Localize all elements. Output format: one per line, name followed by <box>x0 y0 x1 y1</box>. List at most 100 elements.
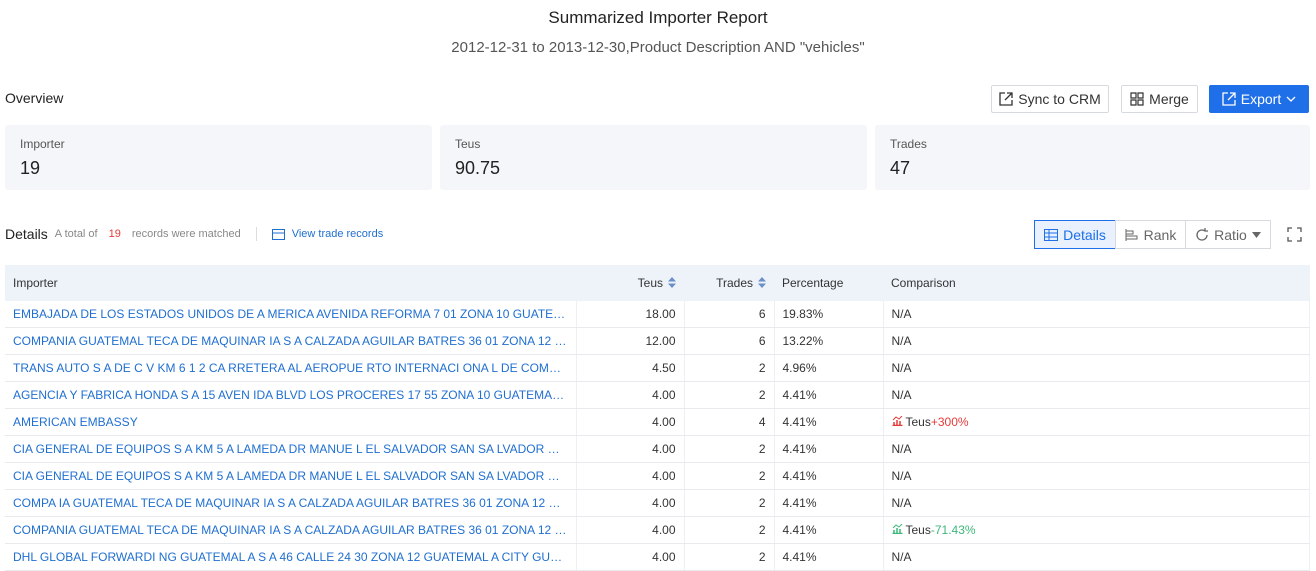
table-row: COMPANIA GUATEMAL TECA DE MAQUINAR IA S … <box>5 516 1310 544</box>
comparison: Teus+300% <box>883 408 1310 436</box>
teus-value: 4.00 <box>576 543 685 571</box>
comparison: N/A <box>883 489 1310 517</box>
trades-value: 2 <box>684 435 775 463</box>
column-header: Comparison <box>883 265 1310 301</box>
comparison-metric: Teus <box>905 415 931 429</box>
table-icon <box>1044 228 1059 241</box>
importer-name[interactable]: TRANS AUTO S A DE C V KM 6 1 2 CA RRETER… <box>5 354 577 382</box>
column-header: Trades <box>684 265 774 301</box>
sync-icon <box>999 92 1013 106</box>
comparison: N/A <box>883 435 1310 463</box>
teus-value: 12.00 <box>576 327 685 355</box>
stat-card: Importer 19 <box>5 125 432 190</box>
teus-value: 4.50 <box>576 354 685 382</box>
importer-table: Importer Teus Trades Percentage Comparison E… <box>5 265 1310 571</box>
table-row: DHL GLOBAL FORWARDI NG GUATEMAL A S A 46… <box>5 543 1310 571</box>
teus-value: 4.00 <box>576 435 685 463</box>
total-prefix: A total of <box>54 228 98 240</box>
importer-name[interactable]: DHL GLOBAL FORWARDI NG GUATEMAL A S A 46… <box>5 543 577 571</box>
column-label: Trades <box>716 276 753 290</box>
ratio-view-button[interactable]: Ratio <box>1185 220 1271 249</box>
report-subtitle: 2012-12-31 to 2013-12-30,Product Descrip… <box>451 39 865 56</box>
details-bar: Details A total of 19 records were match… <box>5 226 383 242</box>
table-row: AMERICAN EMBASSY 4.00 4 4.41% Teus+300% <box>5 408 1310 436</box>
percentage-value: 4.41% <box>774 462 884 490</box>
importer-name[interactable]: CIA GENERAL DE EQUIPOS S A KM 5 A LAMEDA… <box>5 462 577 490</box>
trades-value: 2 <box>684 354 775 382</box>
percentage-value: 4.41% <box>774 381 884 409</box>
comparison: N/A <box>883 327 1310 355</box>
comparison: N/A <box>883 301 1310 328</box>
column-header: Teus <box>576 265 684 301</box>
comparison: N/A <box>883 543 1310 571</box>
trades-value: 6 <box>684 301 775 328</box>
trades-value: 2 <box>684 489 775 517</box>
trades-value: 2 <box>684 462 775 490</box>
merge-icon <box>1130 92 1144 106</box>
sync-button[interactable]: Sync to CRM <box>991 85 1109 113</box>
importer-name[interactable]: COMPANIA GUATEMAL TECA DE MAQUINAR IA S … <box>5 327 577 355</box>
divider <box>255 227 257 241</box>
percentage-value: 19.83% <box>774 301 884 328</box>
caret <box>1251 231 1261 238</box>
importer-name[interactable]: COMPANIA GUATEMAL TECA DE MAQUINAR IA S … <box>5 516 577 544</box>
merge-label: Merge <box>1149 91 1189 107</box>
export-label: Export <box>1240 91 1282 107</box>
details-label: Details <box>5 226 48 242</box>
fullscreen-icon[interactable] <box>1287 227 1302 242</box>
rank-view-button[interactable]: Rank <box>1115 220 1186 249</box>
trend-icon <box>892 523 902 535</box>
percentage-value: 13.22% <box>774 327 884 355</box>
comparison: N/A <box>883 381 1310 409</box>
sort-icon[interactable] <box>668 277 676 288</box>
stat-card: Trades 47 <box>875 125 1310 190</box>
view-label: Details <box>1063 226 1106 243</box>
report-title: Summarized Importer Report <box>548 8 768 27</box>
teus-value: 4.00 <box>576 462 685 490</box>
export-button[interactable]: Export <box>1209 85 1309 113</box>
comparison-change: +300% <box>930 415 969 429</box>
export-icon <box>1222 92 1236 106</box>
importer-name[interactable]: AMERICAN EMBASSY <box>5 408 577 436</box>
table-row: TRANS AUTO S A DE C V KM 6 1 2 CA RRETER… <box>5 354 1310 382</box>
comparison-metric: Teus <box>905 523 931 537</box>
teus-value: 4.00 <box>576 408 685 436</box>
table-row: COMPANIA GUATEMAL TECA DE MAQUINAR IA S … <box>5 327 1310 355</box>
percentage-value: 4.41% <box>774 435 884 463</box>
comparison-change: -71.43% <box>930 523 976 537</box>
teus-value: 4.00 <box>576 489 685 517</box>
stat-value: 19 <box>20 158 41 178</box>
merge-button[interactable]: Merge <box>1121 85 1198 113</box>
trades-value: 2 <box>684 381 775 409</box>
trend-icon <box>892 415 902 427</box>
teus-value: 4.00 <box>576 516 685 544</box>
stat-value: 47 <box>890 158 911 178</box>
stat-card: Teus 90.75 <box>440 125 867 190</box>
table-body: EMBAJADA DE LOS ESTADOS UNIDOS DE A MERI… <box>5 301 1310 571</box>
column-header: Percentage <box>774 265 883 301</box>
table-row: CIA GENERAL DE EQUIPOS S A KM 5 A LAMEDA… <box>5 435 1310 463</box>
importer-name[interactable]: CIA GENERAL DE EQUIPOS S A KM 5 A LAMEDA… <box>5 435 577 463</box>
stat-label: Teus <box>455 137 481 151</box>
importer-name[interactable]: AGENCIA Y FABRICA HONDA S A 15 AVEN IDA … <box>5 381 577 409</box>
percentage-value: 4.41% <box>774 543 884 571</box>
total-count: 19 <box>108 228 121 240</box>
stat-value: 90.75 <box>455 158 501 178</box>
trades-value: 4 <box>684 408 775 436</box>
percentage-value: 4.96% <box>774 354 884 382</box>
header-row: Importer Teus Trades Percentage Comparison <box>5 265 1310 301</box>
teus-value: 18.00 <box>576 301 685 328</box>
percentage-value: 4.41% <box>774 489 884 517</box>
table-row: CIA GENERAL DE EQUIPOS S A KM 5 A LAMEDA… <box>5 462 1310 490</box>
view-label: Ratio <box>1214 226 1247 243</box>
importer-name[interactable]: EMBAJADA DE LOS ESTADOS UNIDOS DE A MERI… <box>5 301 577 328</box>
comparison: Teus-71.43% <box>883 516 1310 544</box>
view-records-link[interactable]: View trade records <box>291 228 384 240</box>
importer-name[interactable]: COMPA IA GUATEMAL TECA DE MAQUINAR IA S … <box>5 489 577 517</box>
records-icon <box>271 228 285 240</box>
sort-icon[interactable] <box>758 277 766 288</box>
trades-value: 2 <box>684 516 775 544</box>
details-view-button[interactable]: Details <box>1034 220 1116 249</box>
stat-label: Importer <box>20 137 65 151</box>
